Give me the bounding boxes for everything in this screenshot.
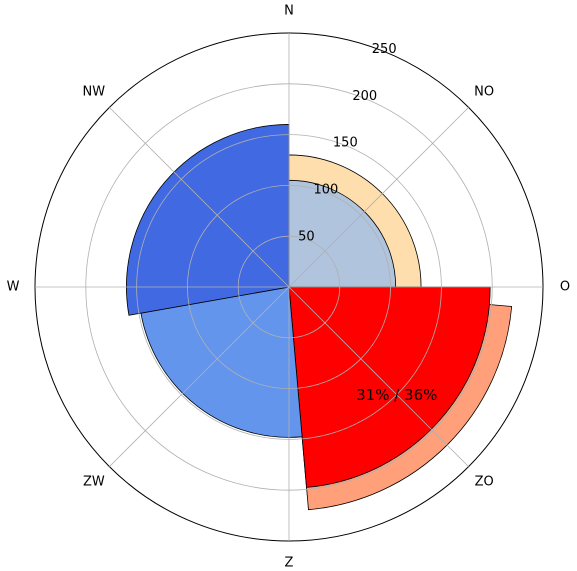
r-tick-label-150: 150 (333, 136, 358, 151)
r-tick-label-50: 50 (298, 230, 315, 245)
direction-label-nw: NW (83, 84, 106, 99)
spoke-zw (109, 286, 290, 467)
direction-label-zo: ZO (475, 475, 494, 490)
spoke-nw (109, 107, 290, 288)
sector-nw (126, 124, 290, 316)
r-tick-label-200: 200 (352, 89, 377, 104)
direction-label-n: N (284, 4, 294, 19)
grid-group (34, 32, 544, 542)
direction-label-z: Z (285, 556, 294, 571)
spoke-zo (288, 286, 469, 467)
direction-label-o: O (560, 280, 570, 295)
sector-zw (140, 286, 303, 438)
sector-annotation: 31% / 36% (356, 386, 437, 404)
spoke-no (288, 107, 469, 288)
r-tick-label-250: 250 (372, 42, 397, 57)
direction-label-zw: ZW (83, 475, 105, 490)
r-tick-label-100: 100 (313, 183, 338, 198)
label-group: N NO O ZO Z ZW W NW 50 100 150 200 250 31% / 36% (7, 4, 571, 571)
direction-label-w: W (7, 280, 20, 295)
direction-label-no: NO (474, 84, 494, 99)
